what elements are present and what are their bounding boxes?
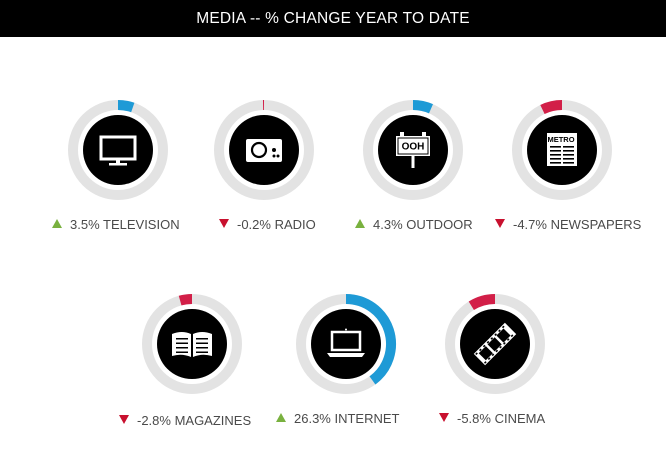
- indicator-label-internet: 26.3% INTERNET: [294, 411, 400, 426]
- down-arrow-icon: [119, 415, 129, 424]
- newspaper-icon-text: METRO: [547, 135, 574, 144]
- indicator-television: 3.5% TELEVISION: [52, 99, 180, 232]
- indicator-outdoor: OOH 4.3% OUTDOOR: [355, 100, 473, 232]
- indicator-label-cinema: -5.8% CINEMA: [457, 411, 545, 426]
- indicator-radio: -0.2% RADIO: [214, 100, 316, 232]
- donut-arc-outdoor: [412, 100, 433, 114]
- laptop-icon: [327, 328, 365, 357]
- down-arrow-icon: [495, 219, 505, 228]
- icon-disc-internet: [311, 309, 381, 379]
- film-strip-icon: [473, 322, 517, 366]
- up-arrow-icon: [276, 413, 286, 422]
- open-book-icon: [172, 332, 212, 357]
- indicator-newspapers: METRO -4.7% NEWSPAPERS: [495, 100, 642, 232]
- up-arrow-icon: [355, 219, 365, 228]
- up-arrow-icon: [52, 219, 62, 228]
- newspaper-icon: METRO: [547, 133, 577, 166]
- chart-title: MEDIA -- % CHANGE YEAR TO DATE: [196, 9, 470, 27]
- donut-arc-television: [117, 99, 135, 113]
- billboard-icon-text: OOH: [402, 142, 425, 153]
- indicator-label-radio: -0.2% RADIO: [237, 217, 316, 232]
- indicator-internet: 26.3% INTERNET: [276, 294, 400, 426]
- radio-icon: [246, 139, 282, 162]
- donut-arc-magazines: [178, 293, 193, 306]
- indicator-label-newspapers: -4.7% NEWSPAPERS: [513, 217, 642, 232]
- indicator-label-magazines: -2.8% MAGAZINES: [137, 413, 251, 428]
- icon-disc-television: [83, 115, 153, 185]
- donut-arc-internet: [345, 294, 396, 385]
- indicator-label-television: 3.5% TELEVISION: [70, 217, 180, 232]
- television-icon: [99, 135, 137, 166]
- down-arrow-icon: [439, 413, 449, 422]
- indicator-cinema: -5.8% CINEMA: [439, 294, 545, 426]
- donut-arc-newspapers: [540, 100, 563, 115]
- donut-arc-cinema: [468, 294, 496, 311]
- down-arrow-icon: [219, 219, 229, 228]
- indicator-magazines: -2.8% MAGAZINES: [119, 293, 251, 428]
- icon-disc-magazines: [157, 309, 227, 379]
- chart-title-banner: MEDIA -- % CHANGE YEAR TO DATE: [0, 0, 666, 37]
- billboard-icon: OOH: [396, 132, 430, 168]
- indicator-label-outdoor: 4.3% OUTDOOR: [373, 217, 473, 232]
